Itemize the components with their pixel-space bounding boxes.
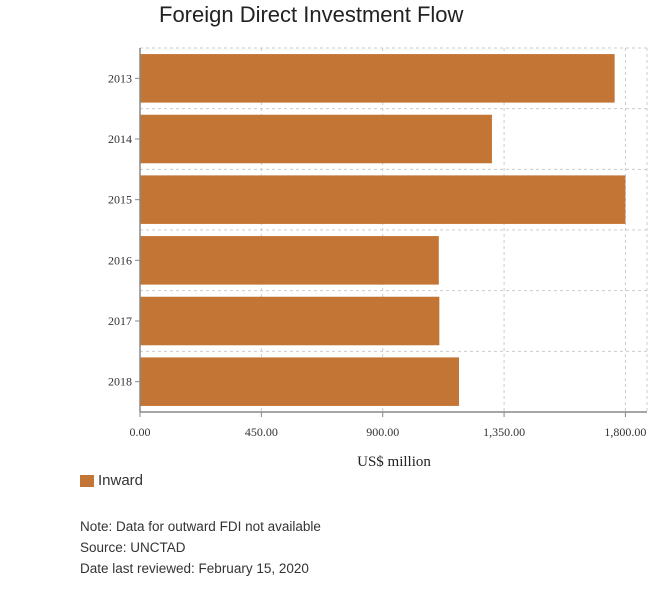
bar-2014[interactable] <box>140 114 492 164</box>
source-text: Source: UNCTAD <box>80 540 186 555</box>
legend-label-inward: Inward <box>98 472 144 489</box>
chart-title-text: Foreign Direct Investment Flow <box>159 2 464 27</box>
reviewed-date-text: Date last reviewed: February 15, 2020 <box>80 561 309 576</box>
note-text: Note: Data for outward FDI not available <box>80 519 321 534</box>
y-tick-label-2015: 2015 <box>108 193 132 207</box>
bar-2013[interactable] <box>140 54 615 103</box>
x-tick-labels: 0.00 450.00 900.00 1,350.00 1,800.00 <box>130 425 647 439</box>
bar-2015[interactable] <box>140 175 626 224</box>
bar-2016[interactable] <box>140 236 439 285</box>
x-axis-label: US$ million <box>357 454 431 470</box>
y-tick-label-2013: 2013 <box>108 71 132 85</box>
bar-chart: 2013 2014 2015 2016 2017 2018 0.00 450.00 900.0… <box>108 47 648 470</box>
bar-2017[interactable] <box>140 296 440 346</box>
y-tick-label-2014: 2014 <box>108 132 132 146</box>
legend-swatch-inward <box>80 474 94 487</box>
x-tick-label: 0.00 <box>130 425 151 439</box>
axes <box>135 48 647 417</box>
x-tick-label: 900.00 <box>366 425 399 439</box>
bars <box>140 54 626 406</box>
y-tick-label-2017: 2017 <box>108 314 132 328</box>
bar-2018[interactable] <box>140 357 460 406</box>
legend[interactable]: Inward <box>80 472 143 489</box>
x-tick-label: 1,350.00 <box>483 425 525 439</box>
y-tick-label-2016: 2016 <box>108 253 132 267</box>
y-tick-label-2018: 2018 <box>108 375 132 389</box>
y-tick-labels: 2013 2014 2015 2016 2017 2018 <box>108 71 132 388</box>
chart-notes: Note: Data for outward FDI not available… <box>80 516 321 579</box>
grid-lines <box>140 47 648 412</box>
x-tick-label: 450.00 <box>245 425 278 439</box>
x-tick-label: 1,800.00 <box>604 425 646 439</box>
